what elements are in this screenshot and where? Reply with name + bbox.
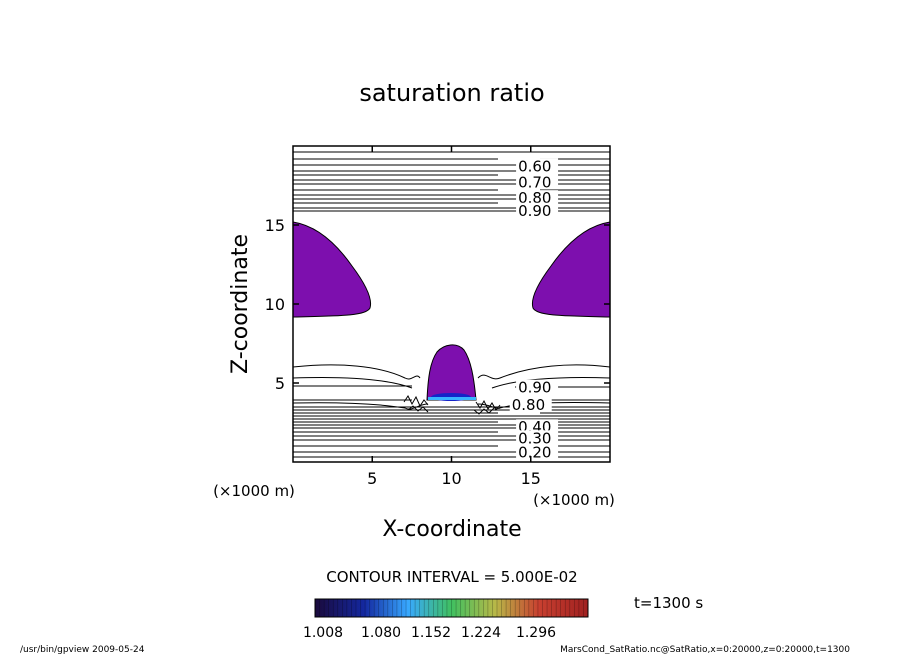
- fill-region-right: [531, 221, 610, 318]
- core-light: [428, 397, 476, 400]
- y-axis-ticks: 5 10 15: [265, 216, 610, 393]
- contour-label-bg: [509, 397, 552, 412]
- colorbar-tick-label: 1.008: [303, 625, 343, 641]
- colorbar: [314, 598, 589, 618]
- contour-label: 0.60: [518, 158, 551, 176]
- x-tick-label: 5: [367, 469, 377, 488]
- footer-left: /usr/bin/gpview 2009-05-24: [20, 645, 145, 654]
- colorbar-tick-label: 1.296: [516, 625, 556, 641]
- plot-area: 0.600.700.800.900.900.800.400.300.20: [293, 151, 610, 462]
- contour-label-bg: [516, 190, 559, 205]
- fill-region-left: [293, 221, 372, 318]
- chart-title: saturation ratio: [359, 79, 544, 107]
- time-label: t=1300 s: [634, 594, 703, 612]
- contour-interval: CONTOUR INTERVAL = 5.000E-02: [326, 568, 577, 586]
- colorbar-tick-label: 1.152: [411, 625, 451, 641]
- colorbar-tick-label: 1.224: [461, 625, 501, 641]
- contour-label: 0.70: [518, 173, 551, 191]
- y-tick-label: 5: [275, 374, 285, 393]
- y-tick-label: 15: [265, 216, 285, 235]
- contour-label: 0.80: [518, 189, 551, 207]
- footer-right: MarsCond_SatRatio.nc@SatRatio,x=0:20000,…: [560, 645, 850, 654]
- contour-label: 0.90: [518, 202, 551, 220]
- colorbar-ticks: 1.008 1.080 1.152 1.224 1.296: [303, 625, 556, 641]
- colorbar-stripes: [319, 599, 584, 617]
- x-axis-ticks: 5 10 15: [367, 146, 541, 488]
- colorbar-tick-label: 1.080: [361, 625, 401, 641]
- contour-label: 0.30: [518, 429, 551, 447]
- contour-label-bg: [516, 419, 559, 434]
- x-axis-title: X-coordinate: [382, 517, 521, 542]
- y-axis-title: Z-coordinate: [228, 234, 253, 374]
- contour-label-bg: [516, 444, 559, 459]
- x-axis-units: (×1000 m): [533, 491, 615, 509]
- contour-label: 0.20: [518, 444, 551, 462]
- contour-label-bg: [516, 174, 559, 189]
- contour-label: 0.80: [512, 396, 545, 414]
- contour-label-bg: [516, 379, 559, 394]
- contour-label-bg: [516, 158, 559, 173]
- contour-labels: 0.600.700.800.900.900.800.400.300.20: [509, 158, 559, 462]
- lower-contours: [293, 364, 610, 458]
- fill-region-center: [426, 344, 477, 401]
- contour-label: 0.90: [518, 379, 551, 397]
- contour-label-bg: [516, 430, 559, 445]
- upper-contours: [293, 151, 610, 212]
- x-tick-label: 15: [521, 469, 541, 488]
- x-tick-label: 10: [441, 469, 461, 488]
- y-axis-units: (×1000 m): [213, 482, 295, 500]
- y-tick-label: 10: [265, 295, 285, 314]
- contour-label-bg: [516, 202, 559, 217]
